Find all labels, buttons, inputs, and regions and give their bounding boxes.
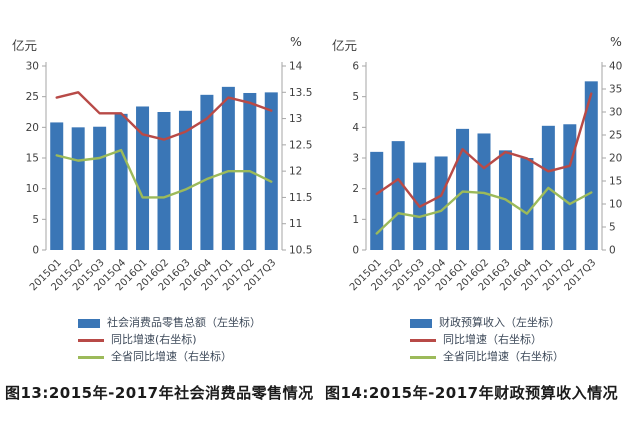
legend-line-swatch — [410, 355, 436, 359]
data-line — [375, 186, 593, 235]
bar — [93, 126, 107, 250]
left-axis-ticks: 0 1 2 3 4 5 6 — [352, 61, 366, 257]
fiscal-revenue-plot: 0 1 2 3 4 5 6 0 5 10 15 20 25 30 35 40 亿元 % 2015Q12015Q220… — [332, 34, 622, 293]
left-tick-label: 0 — [32, 245, 39, 257]
legend-item: 同比增速（右坐标） — [410, 333, 640, 347]
right-tick-label: 12 — [289, 166, 302, 178]
data-line — [375, 92, 593, 208]
retail-sales-chart: 0 5 10 15 20 25 30 10.5 11 11.5 12 12.5 13 13.5 14 亿元% 2… — [0, 10, 320, 403]
bar — [434, 156, 448, 250]
bars-series — [370, 81, 598, 250]
left-tick-label: 30 — [26, 61, 39, 73]
legend-item: 社会消费品零售总额（左坐标） — [78, 316, 320, 330]
left-tick-label: 15 — [26, 153, 39, 165]
legend-label: 社会消费品零售总额（左坐标） — [107, 316, 261, 329]
figure14-caption: 图14:2015年-2017年财政预算收入情况 — [325, 384, 619, 402]
legend-item: 全省同比增速（右坐标） — [78, 350, 320, 364]
fiscal-revenue-chart: 0 1 2 3 4 5 6 0 5 10 15 20 25 30 35 40 亿元% 2015Q1 2015Q2 20… — [320, 10, 640, 403]
legend-label: 同比增速(右坐标) — [111, 333, 197, 346]
x-axis-labels: 2015Q12015Q22015Q32015Q42016Q12016Q22016… — [348, 257, 598, 293]
left-tick-label: 25 — [26, 91, 39, 103]
legend-label: 全省同比增速（右坐标） — [111, 350, 232, 363]
right-tick-label: 13.5 — [289, 87, 312, 99]
bar — [200, 94, 214, 251]
right-tick-label: 15 — [609, 176, 622, 188]
data-line — [55, 148, 273, 199]
left-tick-label: 4 — [352, 122, 359, 134]
bar — [520, 158, 534, 250]
bar — [563, 124, 577, 250]
bar — [264, 92, 278, 250]
right-tick-label: 11 — [289, 218, 302, 230]
left-axis-unit-label: 亿元 — [332, 38, 357, 53]
right-tick-label: 40 — [609, 61, 622, 73]
right-tick-label: 25 — [609, 130, 622, 142]
bar — [157, 112, 171, 250]
left-tick-label: 20 — [26, 122, 39, 134]
legend-item: 同比增速(右坐标) — [78, 333, 320, 347]
data-line — [55, 91, 273, 141]
figure13-caption: 图13:2015年-2017年社会消费品零售情况 — [5, 384, 314, 402]
right-axis-ticks: 10.5 11 11.5 12 12.5 13 13.5 14 — [282, 61, 312, 257]
bar — [221, 86, 235, 250]
left-axis-ticks: 0 5 10 15 20 25 30 — [26, 61, 46, 257]
retail-sales-legend: 社会消费品零售总额（左坐标） 同比增速(右坐标) 全省同比增速（右坐标） — [78, 316, 320, 364]
legend-item: 全省同比增速（右坐标） — [410, 350, 640, 364]
right-tick-label: 35 — [609, 84, 622, 96]
legend-bar-swatch — [78, 318, 100, 328]
left-tick-label: 5 — [352, 91, 359, 103]
left-tick-label: 3 — [352, 153, 359, 165]
yoy-growth-line — [375, 92, 593, 208]
legend-label: 全省同比增速（右坐标） — [443, 350, 564, 363]
left-tick-label: 0 — [352, 245, 359, 257]
x-axis-labels: 2015Q12015Q22015Q32015Q42016Q12016Q22016… — [28, 257, 278, 293]
right-axis-unit-label: % — [290, 34, 302, 49]
right-tick-label: 10 — [609, 199, 622, 211]
right-axis-ticks: 0 5 10 15 20 25 30 35 40 — [602, 61, 622, 257]
retail-sales-plot: 0 5 10 15 20 25 30 10.5 11 11.5 12 12.5 13 13.5 14 亿元 % 2… — [12, 34, 312, 293]
right-tick-label: 10.5 — [289, 245, 312, 257]
right-tick-label: 0 — [609, 245, 616, 257]
bar — [370, 151, 384, 250]
right-tick-label: 11.5 — [289, 192, 312, 204]
bar — [477, 133, 491, 250]
left-axis-unit-label: 亿元 — [12, 38, 37, 53]
bars-series — [50, 86, 278, 251]
right-tick-label: 30 — [609, 107, 622, 119]
left-tick-label: 2 — [352, 183, 359, 195]
bar — [178, 110, 192, 250]
left-tick-label: 10 — [26, 183, 39, 195]
legend-line-swatch — [78, 355, 104, 359]
right-axis-unit-label: % — [610, 34, 622, 49]
legend-bar-swatch — [410, 318, 432, 328]
bar — [50, 122, 64, 250]
yoy-growth-line — [55, 91, 273, 141]
left-tick-label: 6 — [352, 61, 359, 73]
bar — [136, 106, 150, 250]
bar — [114, 113, 128, 250]
right-tick-label: 14 — [289, 61, 303, 73]
legend-label: 财政预算收入（左坐标） — [439, 316, 560, 329]
legend-item: 财政预算收入（左坐标） — [410, 316, 640, 330]
bar — [584, 81, 598, 250]
right-tick-label: 12.5 — [289, 139, 312, 151]
legend-label: 同比增速（右坐标） — [443, 333, 542, 346]
legend-line-swatch — [410, 338, 436, 342]
bar — [71, 127, 85, 250]
legend-line-swatch — [78, 338, 104, 342]
bar — [391, 141, 405, 250]
right-tick-label: 20 — [609, 153, 622, 165]
left-tick-label: 1 — [352, 214, 359, 226]
fiscal-revenue-legend: 财政预算收入（左坐标） 同比增速（右坐标） 全省同比增速（右坐标） — [410, 316, 640, 364]
charts-row: 0 5 10 15 20 25 30 10.5 11 11.5 12 12.5 13 13.5 14 亿元% 2… — [0, 10, 640, 403]
right-tick-label: 13 — [289, 113, 302, 125]
province-yoy-growth-line — [55, 148, 273, 199]
province-yoy-growth-line — [375, 186, 593, 235]
left-tick-label: 5 — [32, 214, 39, 226]
right-tick-label: 5 — [609, 222, 616, 234]
bar — [456, 128, 470, 250]
